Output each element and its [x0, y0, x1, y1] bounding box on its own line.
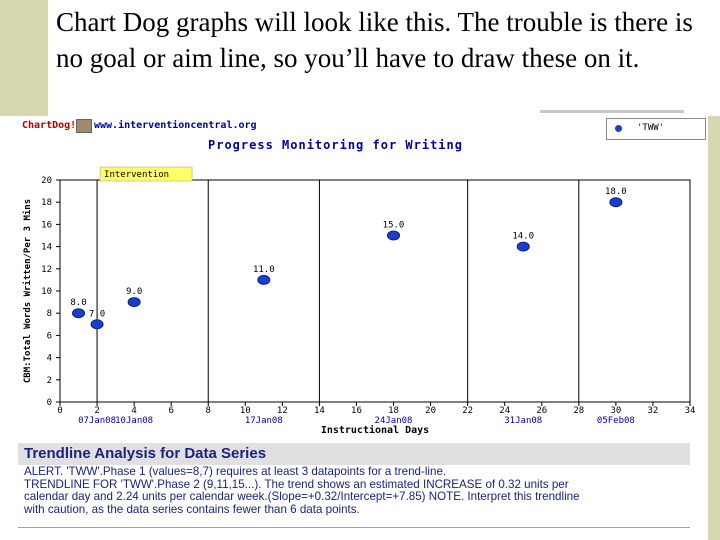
data-label: 18.0	[605, 187, 627, 197]
x-tick-label: 4	[131, 406, 136, 416]
y-tick-label: 4	[47, 354, 52, 364]
x-tick-label: 22	[462, 406, 473, 416]
y-tick-label: 18	[41, 198, 52, 208]
date-label: 07Jan08	[78, 416, 116, 426]
trendline-line: with caution, as the data series contain…	[24, 502, 360, 516]
y-tick-label: 8	[47, 309, 52, 319]
y-tick-label: 6	[47, 331, 52, 341]
x-tick-label: 34	[685, 406, 696, 416]
plot-frame	[59, 179, 691, 403]
dog-logo-icon	[76, 119, 92, 133]
y-tick-label: 0	[47, 398, 52, 408]
data-label: 7.0	[89, 309, 105, 319]
date-label: 05Feb08	[597, 416, 635, 426]
data-point	[387, 230, 401, 241]
x-tick-label: 14	[314, 406, 325, 416]
data-label: 15.0	[383, 221, 405, 231]
data-point	[90, 319, 104, 330]
trendline-line: ALERT. 'TWW'.Phase 1 (values=8,7) requir…	[24, 465, 447, 478]
data-point	[257, 274, 271, 285]
y-tick-label: 14	[41, 243, 52, 253]
x-tick-label: 8	[206, 406, 211, 416]
x-tick-label: 10	[240, 406, 251, 416]
slide-right-accent	[708, 116, 720, 540]
bottom-divider	[18, 527, 690, 528]
trendline-body: ALERT. 'TWW'.Phase 1 (values=8,7) requir…	[24, 465, 688, 516]
trendline-line: calendar day and 2.24 units per calendar…	[24, 490, 580, 503]
x-tick-label: 6	[168, 406, 173, 416]
x-axis-label: Instructional Days	[321, 424, 429, 436]
chartdog-screenshot: ChartDog! www.interventioncentral.org 'T…	[18, 116, 708, 540]
x-tick-label: 16	[351, 406, 362, 416]
x-tick-label: 0	[57, 406, 62, 416]
y-tick-label: 20	[41, 176, 52, 186]
date-label: 17Jan08	[245, 416, 283, 426]
slide-divider	[540, 110, 684, 113]
chartdog-header: ChartDog! www.interventioncentral.org 'T…	[18, 116, 708, 142]
intervention-box	[99, 166, 193, 182]
data-label: 8.0	[70, 298, 86, 308]
legend-label: 'TWW'	[637, 123, 665, 133]
slide-caption: Chart Dog graphs will look like this. Th…	[56, 7, 693, 73]
data-point	[127, 297, 141, 308]
chart-title: Progress Monitoring for Writing	[208, 138, 463, 152]
y-tick-label: 2	[47, 376, 52, 386]
x-tick-label: 24	[499, 406, 510, 416]
x-tick-label: 20	[425, 406, 436, 416]
trendline-title: Trendline Analysis for Data Series	[24, 445, 267, 462]
x-tick-label: 2	[94, 406, 99, 416]
x-tick-label: 30	[610, 406, 621, 416]
x-tick-label: 26	[536, 406, 547, 416]
data-point	[609, 197, 623, 208]
site-link[interactable]: www.interventioncentral.org	[94, 120, 257, 131]
data-label: 9.0	[126, 287, 142, 297]
x-tick-label: 18	[388, 406, 399, 416]
y-tick-label: 12	[41, 265, 52, 275]
trendline-header: Trendline Analysis for Data Series	[18, 443, 690, 465]
data-point	[516, 241, 530, 252]
legend-marker-icon	[615, 125, 622, 132]
slide-left-accent	[0, 0, 48, 116]
date-label: 10Jan08	[115, 416, 153, 426]
y-axis-label: CBM:Total Words Written/Per 3 Mins	[22, 199, 33, 383]
chart-legend: 'TWW'	[606, 118, 706, 140]
y-tick-label: 16	[41, 220, 52, 230]
x-tick-label: 12	[277, 406, 288, 416]
y-tick-label: 10	[41, 287, 52, 297]
data-label: 14.0	[512, 232, 534, 242]
data-point	[72, 308, 86, 319]
date-label: 31Jan08	[504, 416, 542, 426]
x-tick-label: 28	[573, 406, 584, 416]
date-label: 24Jan08	[375, 416, 413, 426]
data-label: 11.0	[253, 265, 275, 275]
brand-label: ChartDog!	[22, 120, 77, 131]
trendline-line: TRENDLINE FOR 'TWW'.Phase 2 (9,11,15...)…	[24, 477, 569, 491]
x-tick-label: 32	[648, 406, 659, 416]
intervention-label: Intervention	[104, 170, 169, 180]
